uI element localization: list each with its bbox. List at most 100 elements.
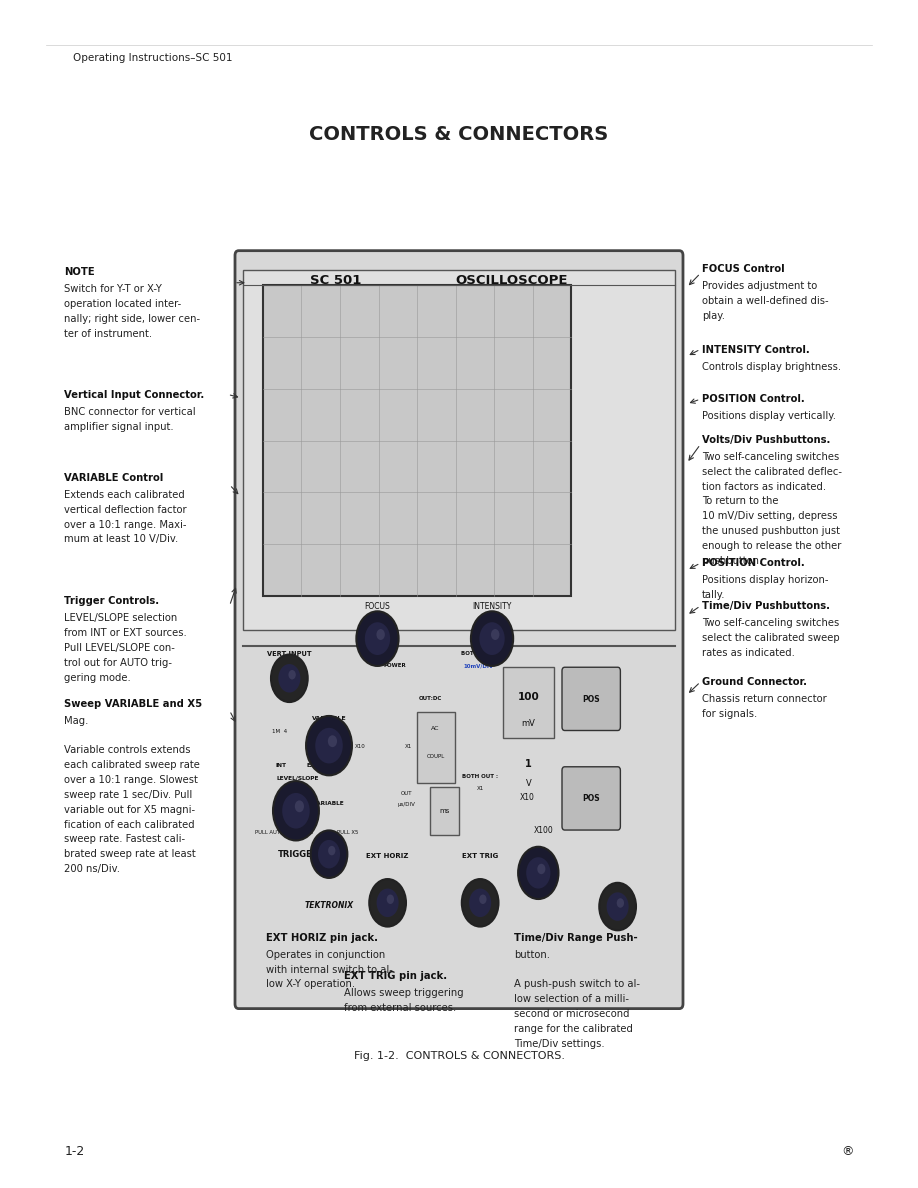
Text: sweep rate. Fastest cali-: sweep rate. Fastest cali- (64, 834, 185, 845)
Text: mum at least 10 V/Div.: mum at least 10 V/Div. (64, 535, 178, 544)
Text: gering mode.: gering mode. (64, 672, 131, 683)
Text: Vertical Input Connector.: Vertical Input Connector. (64, 390, 205, 399)
Text: tally.: tally. (702, 590, 726, 600)
Text: 10 mV/Div setting, depress: 10 mV/Div setting, depress (702, 511, 838, 522)
Text: Positions display horizon-: Positions display horizon- (702, 575, 829, 586)
Text: for signals.: for signals. (702, 709, 757, 719)
FancyBboxPatch shape (243, 271, 675, 630)
Text: BNC connector for vertical: BNC connector for vertical (64, 406, 196, 417)
Text: range for the calibrated: range for the calibrated (514, 1024, 633, 1034)
Text: pushbutton.: pushbutton. (702, 556, 763, 565)
Text: A push-push switch to al-: A push-push switch to al- (514, 979, 640, 990)
Text: FOCUS: FOCUS (364, 602, 390, 611)
Text: Time/Div settings.: Time/Div settings. (514, 1038, 605, 1049)
Circle shape (518, 847, 558, 899)
Text: select the calibrated deflec-: select the calibrated deflec- (702, 467, 843, 476)
Circle shape (469, 889, 491, 917)
Circle shape (537, 864, 545, 874)
Text: OUT:DC: OUT:DC (419, 696, 442, 701)
Text: POS: POS (582, 795, 600, 803)
Text: OUT: OUT (400, 791, 412, 796)
FancyBboxPatch shape (503, 668, 554, 738)
Text: X10: X10 (354, 745, 365, 750)
Circle shape (356, 612, 398, 666)
Circle shape (526, 858, 551, 889)
Circle shape (282, 792, 309, 828)
Text: Provides adjustment to: Provides adjustment to (702, 280, 818, 291)
Text: CONTROLS & CONNECTORS: CONTROLS & CONNECTORS (309, 125, 609, 144)
Text: 100: 100 (518, 691, 540, 702)
Text: 200 ns/Div.: 200 ns/Div. (64, 864, 120, 874)
Circle shape (295, 801, 304, 813)
Text: LEVEL/SLOPE: LEVEL/SLOPE (277, 776, 319, 781)
Text: X10: X10 (304, 830, 314, 835)
Text: Trigger Controls.: Trigger Controls. (64, 596, 160, 606)
Text: obtain a well-defined dis-: obtain a well-defined dis- (702, 296, 829, 305)
Text: PULL X5: PULL X5 (337, 830, 359, 835)
Text: nally; right side, lower cen-: nally; right side, lower cen- (64, 314, 200, 324)
Text: Mag.: Mag. (64, 715, 89, 726)
Text: ms: ms (440, 808, 450, 814)
Text: POSITION Control.: POSITION Control. (702, 394, 805, 404)
Text: INTENSITY: INTENSITY (473, 602, 511, 611)
Text: POWER: POWER (384, 663, 407, 669)
Text: V: V (526, 778, 532, 788)
Text: Time/Div Pushbuttons.: Time/Div Pushbuttons. (702, 601, 830, 611)
Text: button.: button. (514, 949, 550, 960)
FancyBboxPatch shape (235, 251, 683, 1009)
FancyBboxPatch shape (263, 285, 571, 596)
Text: PULL AUTO: PULL AUTO (255, 830, 284, 835)
Text: EXT: EXT (307, 763, 319, 769)
Circle shape (315, 728, 342, 764)
Circle shape (273, 781, 319, 840)
Circle shape (462, 879, 498, 927)
Text: 1M  4: 1M 4 (272, 729, 286, 734)
Text: Allows sweep triggering: Allows sweep triggering (344, 987, 464, 998)
Text: over a 10:1 range. Slowest: over a 10:1 range. Slowest (64, 775, 198, 785)
Circle shape (328, 735, 337, 747)
Circle shape (599, 883, 636, 930)
Text: from external sources.: from external sources. (344, 1003, 456, 1012)
Text: amplifier signal input.: amplifier signal input. (64, 422, 174, 431)
Text: Two self-canceling switches: Two self-canceling switches (702, 618, 840, 628)
Circle shape (471, 612, 513, 666)
Circle shape (386, 895, 394, 904)
Text: with internal switch to al-: with internal switch to al- (266, 965, 393, 974)
Circle shape (479, 623, 505, 655)
Text: AC: AC (431, 726, 440, 731)
Text: X100: X100 (534, 827, 554, 835)
Circle shape (607, 892, 629, 921)
Text: enough to release the other: enough to release the other (702, 541, 842, 551)
Text: VARIABLE: VARIABLE (312, 716, 346, 721)
Text: SC 501: SC 501 (310, 274, 362, 287)
Text: To return to the: To return to the (702, 497, 778, 506)
Text: low selection of a milli-: low selection of a milli- (514, 994, 629, 1004)
Text: mV: mV (521, 719, 535, 728)
FancyBboxPatch shape (562, 668, 621, 731)
Circle shape (369, 879, 406, 927)
Text: Chassis return connector: Chassis return connector (702, 694, 827, 704)
Text: from INT or EXT sources.: from INT or EXT sources. (64, 628, 187, 638)
Text: BOTH OUT :: BOTH OUT : (462, 775, 498, 779)
Text: VARIABLE: VARIABLE (313, 801, 345, 805)
Text: vertical deflection factor: vertical deflection factor (64, 505, 187, 514)
Circle shape (376, 889, 398, 917)
Text: COUPL: COUPL (427, 754, 445, 759)
Circle shape (318, 840, 340, 868)
Text: POSITION Control.: POSITION Control. (702, 558, 805, 568)
Text: each calibrated sweep rate: each calibrated sweep rate (64, 760, 200, 770)
Circle shape (310, 830, 347, 878)
Circle shape (617, 898, 624, 908)
Text: Operating Instructions–SC 501: Operating Instructions–SC 501 (73, 53, 233, 63)
Text: ®: ® (841, 1145, 854, 1158)
Text: FOCUS Control: FOCUS Control (702, 264, 785, 273)
Text: brated sweep rate at least: brated sweep rate at least (64, 849, 196, 859)
Text: ter of instrument.: ter of instrument. (64, 329, 152, 339)
Text: EXT HORIZ pin jack.: EXT HORIZ pin jack. (266, 933, 378, 942)
Text: Two self-canceling switches: Two self-canceling switches (702, 451, 840, 462)
Text: operation located inter-: operation located inter- (64, 299, 182, 309)
Text: X1: X1 (476, 785, 484, 790)
Text: low X-Y operation.: low X-Y operation. (266, 979, 355, 990)
Circle shape (376, 630, 385, 640)
Text: 1: 1 (525, 759, 532, 770)
